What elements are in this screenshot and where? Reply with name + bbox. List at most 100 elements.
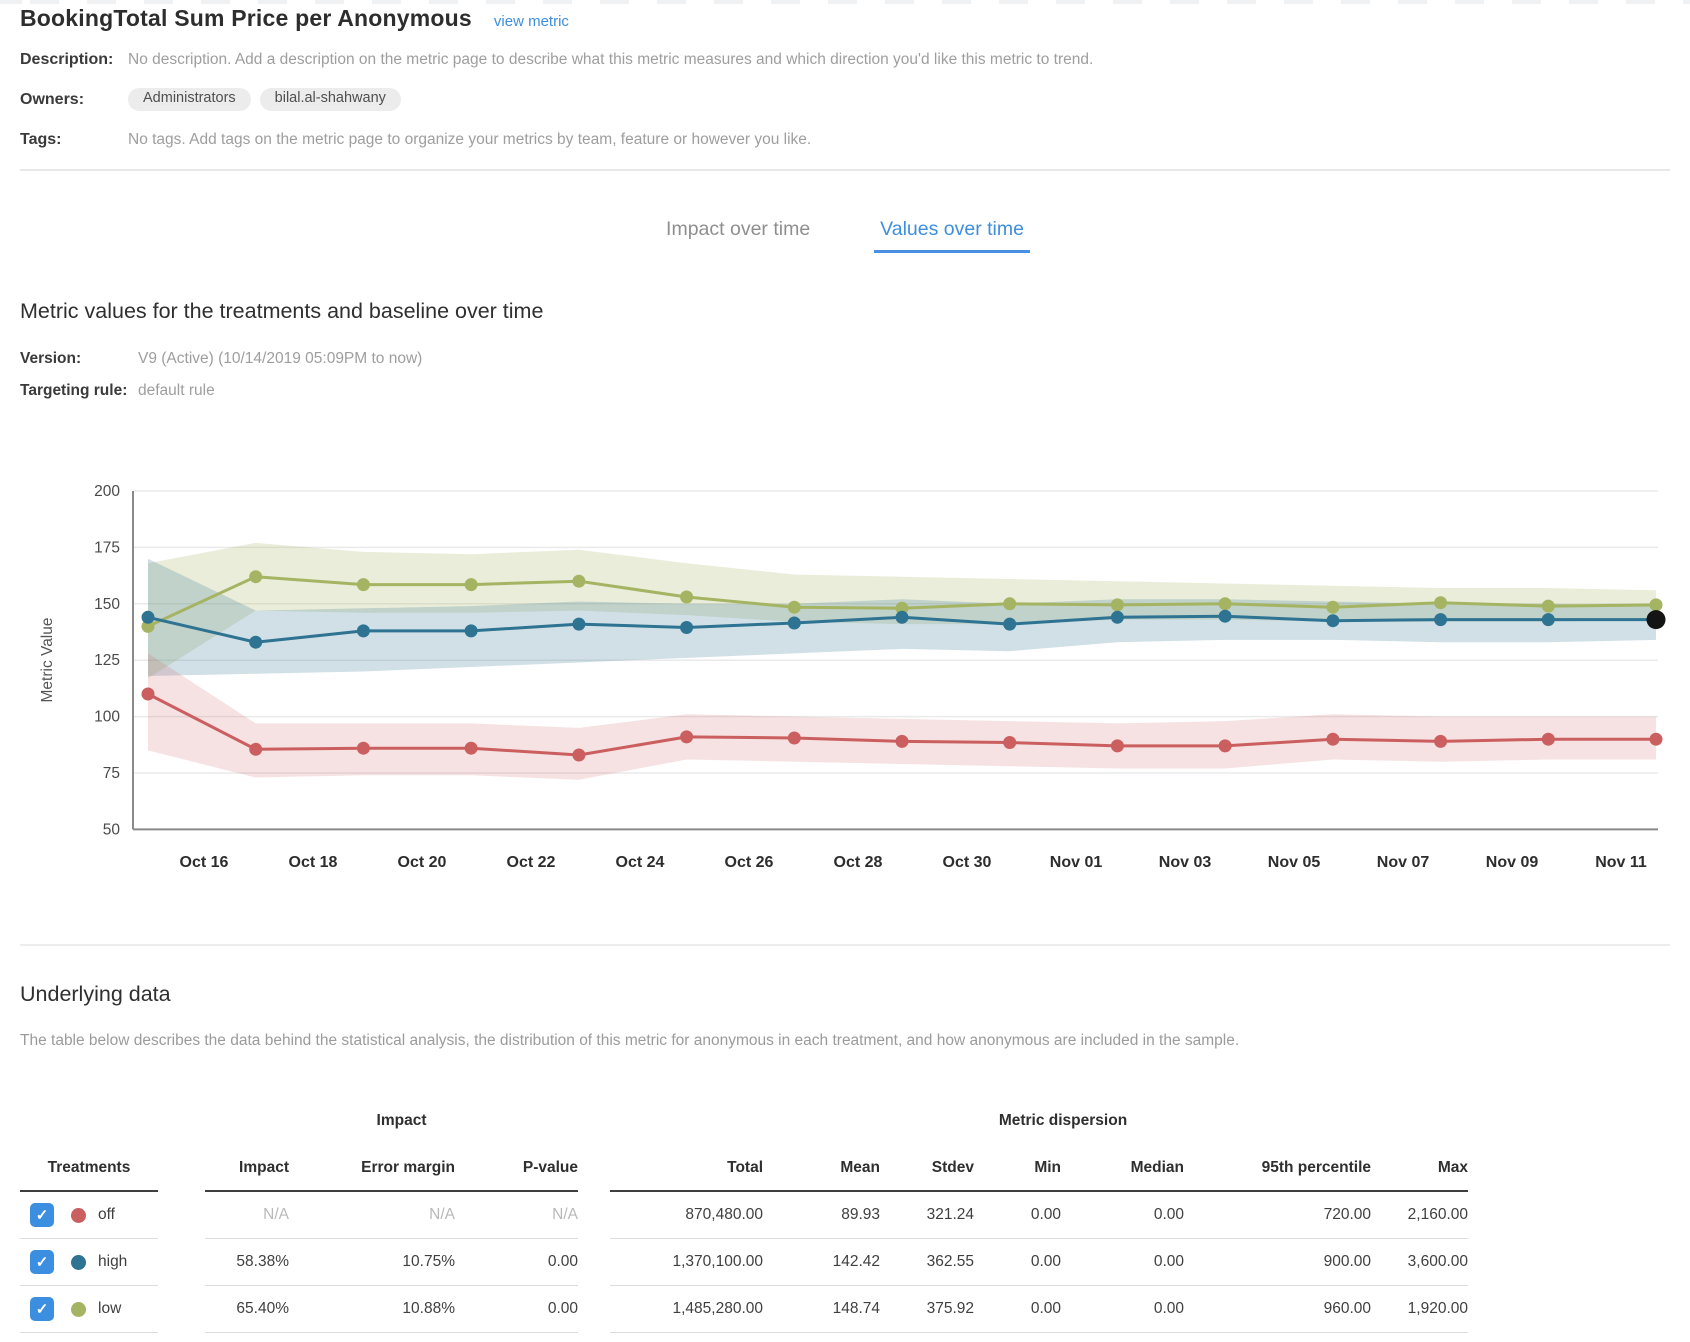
cropped-skeleton-row <box>0 0 1690 4</box>
values-over-time-chart[interactable]: 200 175 150 125 100 75 50 Oct 16 Oct 18 Oct 20 Oct… <box>0 420 1690 890</box>
tags-row: Tags: No tags. Add tags on the metric pa… <box>20 131 1670 149</box>
treatment-cell: ✓ low <box>20 1286 158 1333</box>
table-cell: 1,370,100.00 <box>610 1239 763 1286</box>
svg-text:75: 75 <box>103 765 120 782</box>
owner-chips: Administrators bilal.al-shahwany <box>128 88 401 111</box>
svg-text:Oct 26: Oct 26 <box>725 854 774 871</box>
svg-text:Oct 30: Oct 30 <box>943 854 992 871</box>
table-cell: 0.00 <box>974 1239 1061 1286</box>
table-cell: 720.00 <box>1184 1192 1371 1239</box>
treatment-checkbox[interactable]: ✓ <box>30 1297 54 1321</box>
section-heading: Metric values for the treatments and bas… <box>20 299 544 323</box>
tab-impact-over-time[interactable]: Impact over time <box>666 218 811 240</box>
table-body: ✓ off N/A N/A N/A 870,480.00 89.93 321.24 0.00 0.… <box>20 1192 1468 1333</box>
table-cell: 3,600.00 <box>1371 1239 1468 1286</box>
svg-text:125: 125 <box>94 652 120 669</box>
description-label: Description: <box>20 51 114 68</box>
column-header-total: Total <box>610 1159 763 1192</box>
version-value: V9 (Active) (10/14/2019 05:09PM to now) <box>138 350 423 367</box>
table-cell: 0.00 <box>455 1286 578 1333</box>
table-cell: 960.00 <box>1184 1286 1371 1333</box>
underlying-data-heading: Underlying data <box>20 982 171 1006</box>
table-cell: 362.55 <box>880 1239 974 1286</box>
treatment-label: high <box>98 1253 128 1270</box>
table-group-header-row: Impact Metric dispersion <box>20 1090 1468 1134</box>
svg-text:150: 150 <box>94 596 120 613</box>
treatment-cell: ✓ off <box>20 1192 158 1239</box>
version-row: Version: V9 (Active) (10/14/2019 05:09PM… <box>20 350 422 368</box>
targeting-rule-label: Targeting rule: <box>20 382 128 399</box>
table-cell: 0.00 <box>1061 1286 1184 1333</box>
version-label: Version: <box>20 350 82 367</box>
targeting-rule-row: Targeting rule: default rule <box>20 382 215 400</box>
treatment-color-dot <box>71 1301 86 1317</box>
owner-chip: bilal.al-shahwany <box>259 88 401 111</box>
table-cell: 870,480.00 <box>610 1192 763 1239</box>
column-header-treatments: Treatments <box>20 1159 158 1192</box>
table-cell: 2,160.00 <box>1371 1192 1468 1239</box>
svg-text:Oct 16: Oct 16 <box>180 854 229 871</box>
svg-text:Oct 22: Oct 22 <box>507 854 556 871</box>
svg-text:Nov 09: Nov 09 <box>1486 854 1539 871</box>
table-row: ✓ low 65.40% 10.88% 0.00 1,485,280.00 148.74 37… <box>20 1286 1468 1333</box>
column-header-mean: Mean <box>763 1159 880 1192</box>
description-value: No description. Add a description on the… <box>128 51 1094 68</box>
view-metric-link[interactable]: view metric <box>493 13 569 30</box>
svg-text:200: 200 <box>94 483 120 500</box>
targeting-rule-value: default rule <box>138 382 215 399</box>
owners-row: Owners: Administrators bilal.al-shahwany <box>20 88 1670 111</box>
metric-dispersion-group-header: Metric dispersion <box>998 1112 1128 1129</box>
table-cell: 375.92 <box>880 1286 974 1333</box>
svg-text:Nov 03: Nov 03 <box>1159 854 1212 871</box>
table-cell: 321.24 <box>880 1192 974 1239</box>
table-row: ✓ off N/A N/A N/A 870,480.00 89.93 321.24 0.00 0.… <box>20 1192 1468 1239</box>
svg-text:100: 100 <box>94 709 120 726</box>
treatment-label: off <box>98 1206 115 1223</box>
table-cell: 10.88% <box>289 1286 455 1333</box>
table-cell: N/A <box>205 1192 289 1239</box>
table-cell: 0.00 <box>974 1192 1061 1239</box>
treatment-color-dot <box>71 1207 86 1223</box>
svg-text:Nov 11: Nov 11 <box>1595 854 1647 871</box>
table-cell: 0.00 <box>1061 1239 1184 1286</box>
treatment-checkbox[interactable]: ✓ <box>30 1250 54 1274</box>
svg-text:50: 50 <box>103 821 121 838</box>
table-cell: N/A <box>455 1192 578 1239</box>
svg-text:Nov 01: Nov 01 <box>1050 854 1103 871</box>
table-cell: 1,920.00 <box>1371 1286 1468 1333</box>
tags-value: No tags. Add tags on the metric page to … <box>128 131 812 148</box>
tab-values-over-time[interactable]: Values over time <box>874 218 1030 253</box>
table-cell: 142.42 <box>763 1239 880 1286</box>
column-header-error-margin: Error margin <box>289 1159 455 1192</box>
column-header-median: Median <box>1061 1159 1184 1192</box>
table-cell: 900.00 <box>1184 1239 1371 1286</box>
table-cell: 58.38% <box>205 1239 289 1286</box>
column-header-min: Min <box>974 1159 1061 1192</box>
table-cell: 65.40% <box>205 1286 289 1333</box>
svg-text:Nov 07: Nov 07 <box>1377 854 1430 871</box>
svg-text:Oct 18: Oct 18 <box>289 854 338 871</box>
table-cell: N/A <box>289 1192 455 1239</box>
header: BookingTotal Sum Price per Anonymous vie… <box>20 5 569 32</box>
table-cell: 10.75% <box>289 1239 455 1286</box>
table-column-header-row: Treatments Impact Error margin P-value T… <box>20 1134 1468 1192</box>
treatment-cell: ✓ high <box>20 1239 158 1286</box>
owners-label: Owners: <box>20 90 85 108</box>
treatment-checkbox[interactable]: ✓ <box>30 1203 54 1227</box>
section-divider <box>20 944 1670 946</box>
column-header-impact: Impact <box>205 1159 289 1192</box>
header-divider <box>20 169 1670 171</box>
chart-tabs: Impact over time Values over time <box>0 218 1690 253</box>
description-row: Description: No description. Add a descr… <box>20 51 1670 69</box>
column-header-stdev: Stdev <box>880 1159 974 1192</box>
table-cell: 0.00 <box>974 1286 1061 1333</box>
table-cell: 1,485,280.00 <box>610 1286 763 1333</box>
table-cell: 148.74 <box>763 1286 880 1333</box>
underlying-data-table: Impact Metric dispersion Treatments Impa… <box>20 1090 1468 1333</box>
svg-text:Metric Value: Metric Value <box>39 618 56 703</box>
impact-group-header: Impact <box>376 1112 427 1129</box>
chart-svg: 200 175 150 125 100 75 50 Oct 16 Oct 18 Oct 20 Oct… <box>39 483 1666 871</box>
tags-label: Tags: <box>20 131 62 148</box>
owner-chip: Administrators <box>128 88 251 111</box>
